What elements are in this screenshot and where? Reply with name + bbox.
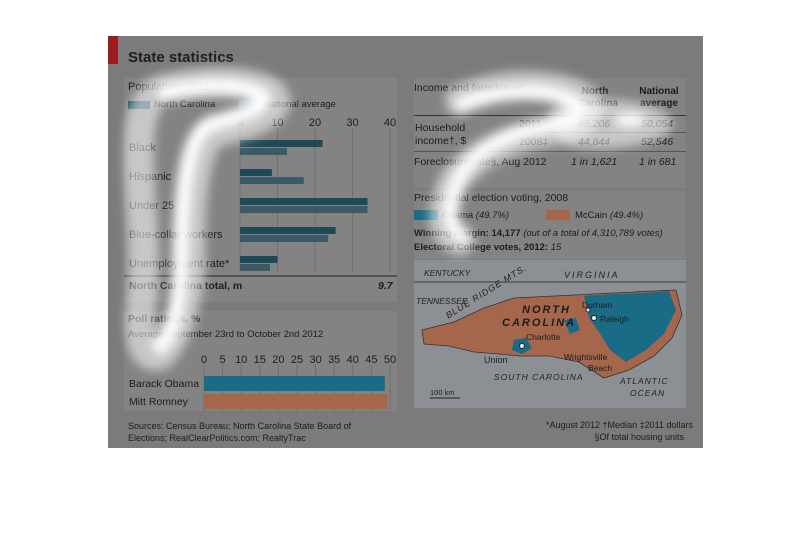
durham-dot <box>585 307 591 313</box>
label-virginia: VIRGINIA <box>564 270 620 280</box>
poll-x-tick-label: 20 <box>272 354 284 366</box>
label-wrightsville-1: Wrightsville <box>564 352 608 362</box>
poll-x-tick-label: 5 <box>220 354 226 366</box>
charlotte-dot <box>519 343 525 349</box>
label-wrightsville-2: Beach <box>588 363 613 373</box>
poll-x-tick-label: 25 <box>291 354 303 366</box>
income-row-label-b: income†, $ <box>415 135 467 147</box>
poll-x-tick-label: 30 <box>309 354 321 366</box>
foreclosure-national: 1 in 681 <box>639 156 677 168</box>
poll-bar <box>204 376 385 391</box>
income-2011-nc: 45,206 <box>578 118 611 130</box>
poll-category-label: Mitt Romney <box>129 396 189 408</box>
accent-bar <box>108 36 118 64</box>
col-header-nc: North Carolina <box>578 86 619 109</box>
income-2008-year: 2008‡ <box>519 136 549 148</box>
footnote-2: §Of total housing units <box>594 432 684 442</box>
nc-county-map: KENTUCKY VIRGINIA TENNESSEE BLUE RIDGE M… <box>414 260 686 408</box>
sources-note: Sources: Census Bureau; North Carolina S… <box>128 421 352 443</box>
election-title: Presidential election voting, 2008 <box>414 192 569 204</box>
scale-label: 100 km <box>430 388 455 397</box>
raleigh-dot <box>591 315 597 321</box>
foreclosure-nc: 1 in 1,621 <box>571 156 618 168</box>
col-header-national: National average <box>639 86 679 109</box>
population-bar <box>240 206 368 213</box>
income-row-label-a: Household <box>415 122 466 134</box>
legend-mccain: McCain (49.4%) <box>575 210 644 221</box>
income-2008-nc: 44,844 <box>578 136 611 148</box>
map-drawing <box>414 281 686 399</box>
poll-chart: 0 5 10 15 20 25 30 35 40 45 50 Barack Obama Mitt Rom… <box>129 354 396 412</box>
electoral-votes: Electoral College votes, 2012: 15 <box>414 242 562 253</box>
label-south-carolina: SOUTH CAROLINA <box>494 372 584 382</box>
poll-x-tick-label: 50 <box>384 354 396 366</box>
foreclosure-label: Foreclosure rate§, Aug 2012 <box>414 156 547 168</box>
poll-x-tick-label: 10 <box>235 354 247 366</box>
income-2011-national: 50,054 <box>641 118 674 130</box>
winning-margin: Winning margin: 14,177 (out of a total o… <box>414 228 663 239</box>
label-kentucky: KENTUCKY <box>424 268 471 278</box>
obama-region-central <box>564 318 580 334</box>
population-x-tick-label: 30 <box>346 117 358 129</box>
label-raleigh: Raleigh <box>600 314 629 324</box>
income-2008-national: 52,546 <box>641 136 674 148</box>
income-table-title: Income and foreclosure <box>414 82 524 94</box>
poll-bar <box>204 394 388 409</box>
poll-x-tick-label: 35 <box>328 354 340 366</box>
state-statistics-panel: State statistics Population, 2011, % Nor… <box>108 36 703 448</box>
label-durham: Durham <box>582 300 613 310</box>
population-x-tick-label: 40 <box>384 117 396 129</box>
poll-x-tick-label: 45 <box>365 354 377 366</box>
legend-swatch-mccain <box>546 210 570 220</box>
population-bar <box>240 198 368 205</box>
obama-region-east <box>584 291 676 362</box>
footnote-1: *August 2012 †Median ‡2011 dollars <box>546 420 693 430</box>
nc-total-value: 9.7 <box>378 280 393 292</box>
legend-label-national: National average <box>264 99 336 110</box>
label-union: Union <box>484 355 508 365</box>
poll-x-tick-label: 40 <box>347 354 359 366</box>
legend-obama: Obama (49.7%) <box>442 210 510 221</box>
label-nc-line2: CAROLINA <box>502 317 577 329</box>
table-divider <box>518 132 686 133</box>
income-2011-year: 2011 <box>519 118 542 130</box>
population-x-tick-label: 20 <box>309 117 321 129</box>
label-charlotte: Charlotte <box>526 332 561 342</box>
poll-x-tick-label: 15 <box>254 354 266 366</box>
table-divider <box>414 115 686 116</box>
legend-swatch-obama <box>414 210 438 220</box>
page-title: State statistics <box>128 49 234 66</box>
poll-category-label: Barack Obama <box>129 378 199 390</box>
label-nc-line1: NORTH <box>522 304 571 316</box>
label-ocean: OCEAN <box>630 388 666 398</box>
table-divider <box>414 151 686 152</box>
label-tennessee: TENNESSEE <box>416 296 468 306</box>
label-atlantic: ATLANTIC <box>620 376 669 386</box>
poll-x-tick-label: 0 <box>201 354 207 366</box>
